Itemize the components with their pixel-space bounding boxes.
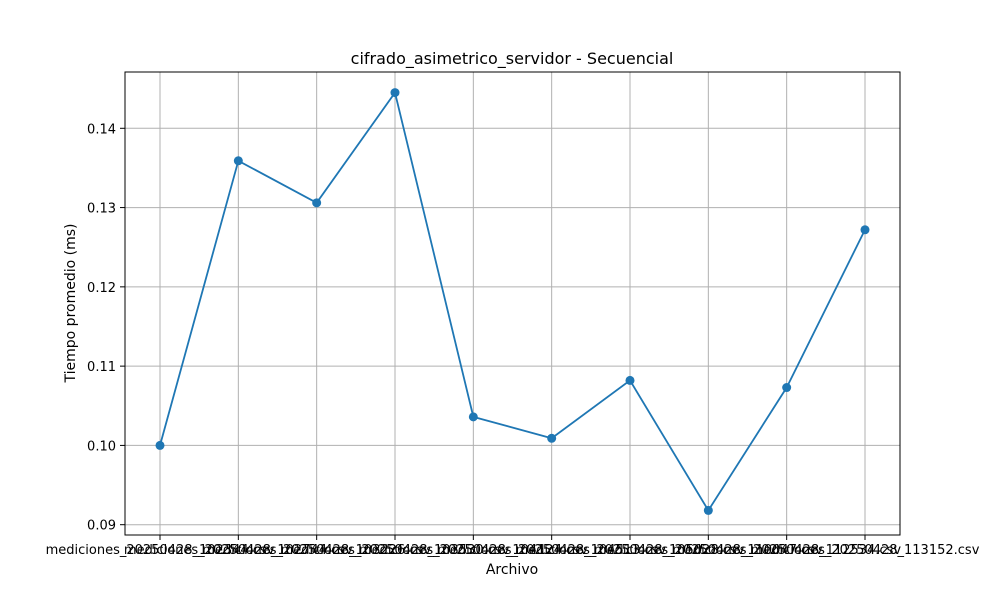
data-point (860, 225, 870, 235)
data-point (547, 433, 557, 443)
y-tick-label: 0.12 (87, 281, 116, 296)
x-tick-label: mediciones_20250428_110047.csv (594, 543, 823, 558)
data-point (312, 198, 322, 208)
data-point (390, 88, 400, 98)
x-tick-label: mediciones_20250428_104513.csv (437, 543, 666, 558)
data-point (782, 383, 792, 393)
x-axis-label: Archivo (486, 562, 538, 578)
y-tick-label: 0.10 (87, 439, 116, 454)
axes-layer: mediciones_20250428_102344.csvmediciones… (46, 71, 980, 558)
x-tick-label: mediciones_20250428_112534.csv (672, 543, 901, 558)
y-tick-label: 0.14 (87, 122, 116, 137)
x-tick-label: mediciones_20250428_104124.csv (359, 543, 588, 558)
plot-frame (124, 71, 901, 536)
x-tick-label: mediciones_20250428_113152.csv (751, 543, 980, 558)
x-tick-label: mediciones_20250428_102744.csv (124, 543, 353, 558)
data-point (703, 505, 713, 515)
series-layer (155, 88, 870, 515)
x-tick-label: mediciones_20250428_102344.csv (46, 543, 275, 558)
y-tick-label: 0.09 (87, 519, 116, 534)
data-point (233, 156, 243, 166)
grid-layer (125, 72, 900, 535)
series-line (159, 90, 866, 513)
y-axis-label: Tiempo promedio (ms) (63, 224, 79, 384)
data-point (468, 412, 478, 422)
chart-title: cifrado_asimetrico_servidor - Secuencial (351, 49, 674, 69)
x-tick-label: mediciones_20250428_105028.csv (516, 543, 745, 558)
y-tick-label: 0.13 (87, 202, 116, 217)
x-tick-label: mediciones_20250428_103226.csv (202, 543, 431, 558)
data-point (625, 375, 635, 385)
data-point (155, 440, 165, 450)
y-tick-label: 0.11 (87, 360, 116, 375)
x-tick-label: mediciones_20250428_103530.csv (281, 543, 510, 558)
